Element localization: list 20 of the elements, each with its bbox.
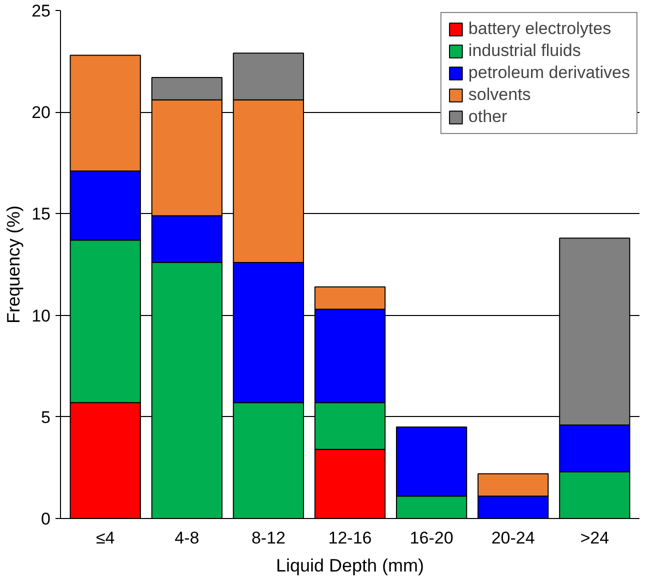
x-tick-label: 4-8 bbox=[174, 528, 200, 548]
legend-label: petroleum derivatives bbox=[468, 63, 630, 83]
x-tick-label: 12-16 bbox=[328, 528, 372, 548]
x-axis-title: Liquid Depth (mm) bbox=[276, 556, 424, 576]
y-tick-label: 10 bbox=[32, 306, 51, 326]
x-tick-label: >24 bbox=[580, 528, 610, 548]
legend-label: solvents bbox=[468, 85, 531, 105]
y-tick-label: 0 bbox=[41, 510, 51, 528]
x-tick-label: 16-20 bbox=[410, 528, 454, 548]
legend-label: battery electrolytes bbox=[468, 19, 612, 39]
legend-label: industrial fluids bbox=[468, 41, 581, 61]
y-tick-label: 25 bbox=[32, 2, 51, 20]
x-tick-label: 8-12 bbox=[251, 528, 286, 548]
y-axis-title: Frequency (%) bbox=[4, 205, 24, 324]
y-tick-label: 15 bbox=[32, 204, 51, 224]
y-tick-label: 20 bbox=[32, 103, 51, 122]
x-tick-label: 20-24 bbox=[491, 528, 535, 548]
legend-label: other bbox=[468, 107, 508, 127]
x-tick-label: ≤4 bbox=[96, 528, 115, 548]
y-tick-label: 5 bbox=[41, 408, 51, 427]
